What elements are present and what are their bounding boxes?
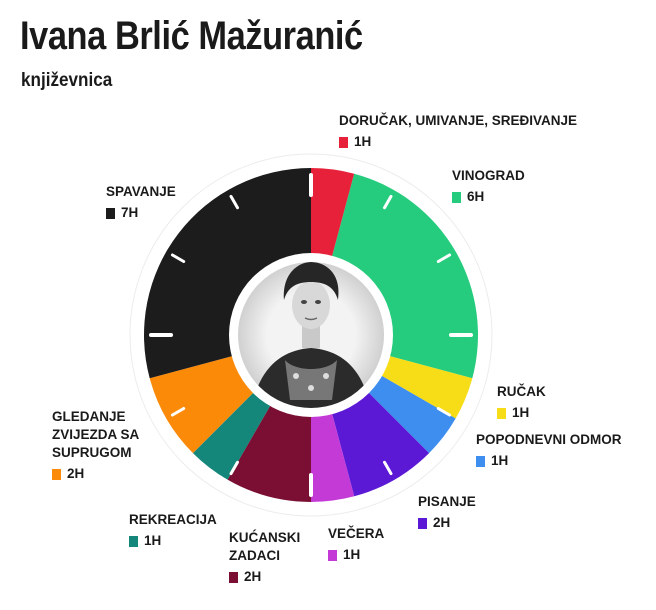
hour-tick — [383, 460, 393, 476]
swatch — [476, 455, 485, 467]
label-spavanje: SPAVANJE 7h — [106, 184, 176, 220]
swatch — [452, 191, 461, 203]
hour-ticks — [149, 173, 473, 497]
swatch — [339, 136, 348, 148]
label-rekreacija: REKREACIJA 1h — [129, 512, 217, 548]
label-pisanje: PISANJE 2h — [418, 494, 476, 530]
hour-tick — [436, 253, 452, 263]
label-ve-era: VEČERA 1h — [328, 526, 385, 562]
label-doru-ak: DORUČAK, UMIVANJE, SREĐIVANJE 1h — [339, 113, 578, 149]
label-popodnevni-odmor: POPODNEVNI ODMOR 1h — [476, 432, 622, 468]
hour-tick — [170, 407, 186, 417]
swatch — [229, 571, 238, 583]
swatch — [52, 468, 61, 480]
hour-tick — [229, 460, 239, 476]
hour-tick — [383, 194, 393, 210]
label-gledanje-zvijezda: GLEDANJE ZVIJEZDA SA SUPRUGOM 2h — [52, 409, 140, 481]
swatch — [418, 517, 427, 529]
page-subtitle: književnica — [21, 70, 113, 91]
hour-tick — [436, 407, 452, 417]
swatch — [106, 207, 115, 219]
page-title: Ivana Brlić Mažuranić — [20, 14, 363, 58]
label-ku-anski-zadaci: KUĆANSKI ZADACI 2h — [229, 530, 301, 584]
swatch — [328, 549, 337, 561]
swatch — [129, 535, 138, 547]
label-vinograd: VINOGRAD 6h — [452, 168, 525, 204]
swatch — [497, 407, 506, 419]
hour-tick — [229, 194, 239, 210]
hour-tick — [170, 253, 186, 263]
label-ru-ak: RUČAK 1h — [497, 384, 546, 420]
